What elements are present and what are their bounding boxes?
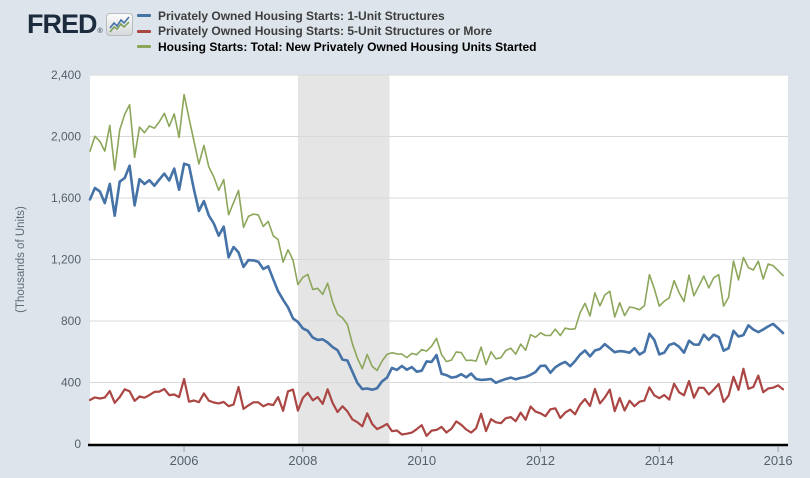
fred-logo-text: FRED (27, 9, 97, 39)
y-tick-label: 1,600 (51, 191, 81, 205)
y-tick-label: 2,000 (51, 130, 81, 144)
legend-label: Housing Starts: Total: New Privately Own… (158, 39, 537, 54)
x-tick-label: 2014 (645, 453, 674, 468)
x-tick-label: 2016 (764, 453, 793, 468)
y-tick-label: 2,400 (51, 68, 81, 82)
series-line-2 (88, 367, 785, 437)
y-tick-label: 800 (61, 314, 81, 328)
x-tick-label: 2006 (170, 453, 199, 468)
legend-label: Privately Owned Housing Starts: 5-Unit S… (158, 24, 493, 39)
registered-mark: ® (97, 28, 103, 35)
series-line-3 (89, 93, 784, 372)
legend-item-total[interactable]: Housing Starts: Total: New Privately Own… (137, 39, 537, 55)
legend-dash-blue-icon (137, 14, 151, 18)
x-tick-label: 2010 (407, 453, 436, 468)
fred-logo[interactable]: FRED ® (27, 9, 133, 39)
y-tick-label: 0 (74, 437, 81, 451)
fred-logo-chart-icon (105, 12, 133, 36)
y-tick-label: 1,200 (51, 253, 81, 267)
legend-dash-green-icon (137, 45, 151, 49)
series-line-1 (88, 162, 785, 392)
legend: Privately Owned Housing Starts: 1-Unit S… (137, 8, 537, 55)
legend-item-1-unit[interactable]: Privately Owned Housing Starts: 1-Unit S… (137, 8, 537, 24)
legend-label: Privately Owned Housing Starts: 1-Unit S… (158, 8, 445, 23)
x-tick-label: 2012 (526, 453, 555, 468)
x-tick-label: 2008 (288, 453, 317, 468)
legend-item-5-unit[interactable]: Privately Owned Housing Starts: 5-Unit S… (137, 24, 537, 40)
legend-dash-red-icon (137, 29, 151, 33)
y-tick-label: 400 (61, 376, 81, 390)
